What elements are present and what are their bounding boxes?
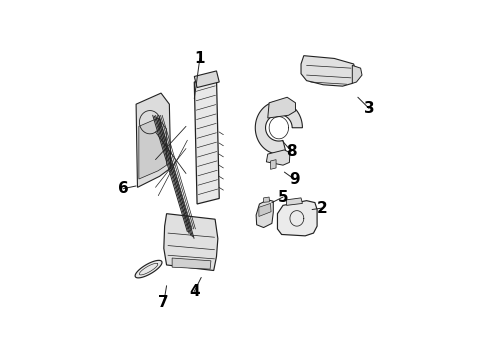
- Text: 3: 3: [364, 101, 374, 116]
- Text: 4: 4: [189, 284, 199, 299]
- Polygon shape: [136, 93, 171, 187]
- Polygon shape: [259, 203, 271, 216]
- Polygon shape: [287, 198, 302, 205]
- Polygon shape: [267, 150, 290, 165]
- Polygon shape: [268, 97, 295, 118]
- Polygon shape: [277, 201, 317, 236]
- Polygon shape: [256, 200, 273, 228]
- Polygon shape: [195, 71, 219, 87]
- Text: 5: 5: [278, 190, 288, 204]
- Polygon shape: [139, 118, 167, 179]
- Text: 9: 9: [289, 171, 299, 186]
- Text: 6: 6: [118, 181, 128, 196]
- Polygon shape: [172, 258, 211, 269]
- Polygon shape: [352, 66, 362, 84]
- Polygon shape: [255, 102, 302, 154]
- Polygon shape: [195, 76, 219, 204]
- Text: 1: 1: [195, 51, 205, 66]
- Polygon shape: [135, 260, 162, 278]
- Text: 7: 7: [158, 295, 169, 310]
- Text: 2: 2: [317, 201, 327, 216]
- Polygon shape: [164, 214, 218, 270]
- Text: 8: 8: [286, 144, 296, 159]
- Polygon shape: [270, 159, 276, 169]
- Polygon shape: [264, 197, 270, 202]
- Polygon shape: [301, 56, 356, 86]
